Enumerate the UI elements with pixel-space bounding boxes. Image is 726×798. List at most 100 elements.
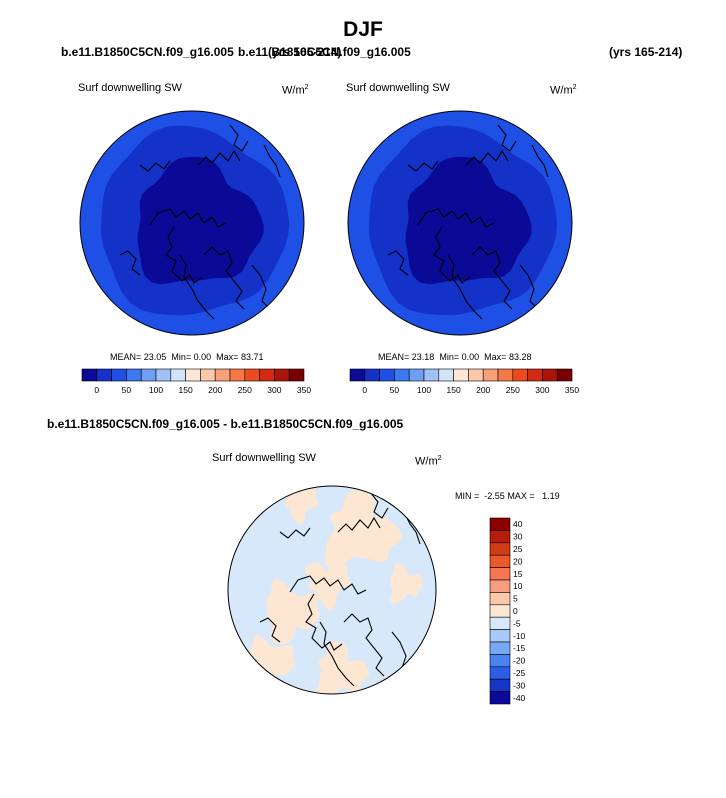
colorbar-cell: [379, 368, 395, 382]
panel1-polar-map: [79, 110, 305, 336]
panel2-stats: MEAN= 23.18 Min= 0.00 Max= 83.28: [378, 352, 532, 362]
map-boundary: [227, 485, 437, 695]
coastline: [139, 160, 171, 172]
coastline: [165, 226, 203, 284]
left-case-years: (yrs 165-214): [268, 45, 342, 59]
coastline: [447, 254, 483, 320]
coastline: [119, 250, 141, 276]
colorbar-cell: [489, 579, 511, 593]
colorbar-cell: [170, 368, 186, 382]
colorbar-cell: [453, 368, 469, 382]
colorbar-cell: [542, 368, 558, 382]
coastline: [433, 226, 471, 284]
diff-colorbar: 40 30 25 20 15 10 5 0 -5 -10 -15 -20 -25 -30 -40: [489, 517, 526, 705]
colorbar-tick-label: 40: [513, 519, 523, 529]
map-field: [80, 111, 304, 335]
coastline: [203, 246, 245, 310]
coastline: [197, 149, 241, 166]
right-case-title: b.e11.B1850C5CN.f09_g16.005: [238, 45, 411, 59]
colorbar-cell: [527, 368, 543, 382]
colorbar-cell: [512, 368, 528, 382]
colorbar-cell: [489, 530, 511, 544]
coastline: [497, 124, 517, 152]
colorbar-cell: [489, 592, 511, 606]
colorbar-tick-label: 0: [513, 606, 518, 616]
colorbar-cell: [111, 368, 127, 382]
colorbar-cell: [468, 368, 484, 382]
colorbar-cell: [96, 368, 112, 382]
coastline: [417, 208, 495, 228]
colorbar-tick-label: 10: [513, 581, 523, 591]
colorbar-tick-label: -20: [513, 656, 526, 666]
colorbar-tick-label: 5: [513, 594, 518, 604]
colorbar-cell: [229, 368, 246, 382]
colorbar-cell: [200, 368, 216, 382]
coastline: [337, 516, 381, 533]
colorbar-cell: [489, 678, 511, 692]
colorbar-cell: [274, 368, 290, 382]
diff-polar-map: [227, 485, 437, 695]
colorbar-cell: [497, 368, 514, 382]
colorbar-cell: [155, 368, 172, 382]
map-boundary: [79, 110, 305, 336]
colorbar-cell: [349, 368, 366, 382]
coastline: [289, 575, 367, 595]
coastline: [519, 264, 539, 310]
colorbar-cell: [81, 368, 98, 382]
map-boundary: [347, 110, 573, 336]
coastline: [305, 593, 343, 651]
colorbar-cell: [288, 368, 305, 382]
coastline: [471, 246, 513, 310]
coastline: [387, 250, 409, 276]
coastline: [465, 149, 509, 166]
colorbar-cell: [489, 629, 511, 643]
colorbar-cell: [482, 368, 499, 382]
colorbar-tick-label: -10: [513, 631, 526, 641]
panel1-units: W/m2: [282, 84, 309, 97]
colorbar-tick-label: -15: [513, 643, 526, 653]
coastline: [531, 144, 549, 178]
field-region: [405, 156, 532, 285]
colorbar-tick-label: 200: [208, 385, 222, 395]
colorbar-tick-label: 250: [238, 385, 252, 395]
colorbar-cell: [489, 654, 511, 668]
coastline: [259, 617, 281, 643]
colorbar-tick-label: 0: [94, 385, 99, 395]
panel1-stats: MEAN= 23.05 Min= 0.00 Max= 83.71: [110, 352, 264, 362]
coastline: [263, 144, 281, 178]
coastline: [343, 613, 385, 677]
field-region: [324, 489, 403, 569]
colorbar-tick-label: 150: [447, 385, 461, 395]
colorbar-cell: [140, 368, 157, 382]
coastline: [149, 208, 227, 228]
coastline: [179, 254, 215, 320]
panel1-colorbar: 0 50 100 150 200 250 300 350: [81, 368, 311, 395]
diff-stats: MIN = -2.55 MAX = 1.19: [455, 491, 560, 501]
colorbar-tick-label: 25: [513, 544, 523, 554]
colorbar-tick-label: 200: [476, 385, 490, 395]
colorbar-tick-label: -30: [513, 680, 526, 690]
colorbar-cell: [214, 368, 231, 382]
colorbar-tick-label: 100: [417, 385, 431, 395]
colorbar-cell: [185, 368, 201, 382]
colorbar-tick-label: -25: [513, 668, 526, 678]
panel2-colorbar: 0 50 100 150 200 250 300 350: [349, 368, 579, 395]
colorbar-tick-label: 0: [362, 385, 367, 395]
colorbar-cell: [489, 616, 511, 630]
coastline: [279, 527, 311, 539]
colorbar-cell: [489, 604, 511, 618]
colorbar-tick-label: 150: [179, 385, 193, 395]
diff-units: W/m2: [415, 455, 442, 468]
coastline: [407, 160, 439, 172]
field-region: [266, 579, 320, 644]
colorbar-tick-label: 30: [513, 532, 523, 542]
colorbar-tick-label: 20: [513, 556, 523, 566]
colorbar-tick-label: 50: [122, 385, 132, 395]
colorbar-tick-label: -5: [513, 618, 521, 628]
coastline: [369, 491, 389, 519]
colorbar-cell: [489, 567, 511, 581]
colorbar-tick-label: 100: [149, 385, 163, 395]
colorbar-cell: [438, 368, 454, 382]
left-case-title: b.e11.B1850C5CN.f09_g16.005: [61, 45, 234, 59]
panel2-units: W/m2: [550, 84, 577, 97]
